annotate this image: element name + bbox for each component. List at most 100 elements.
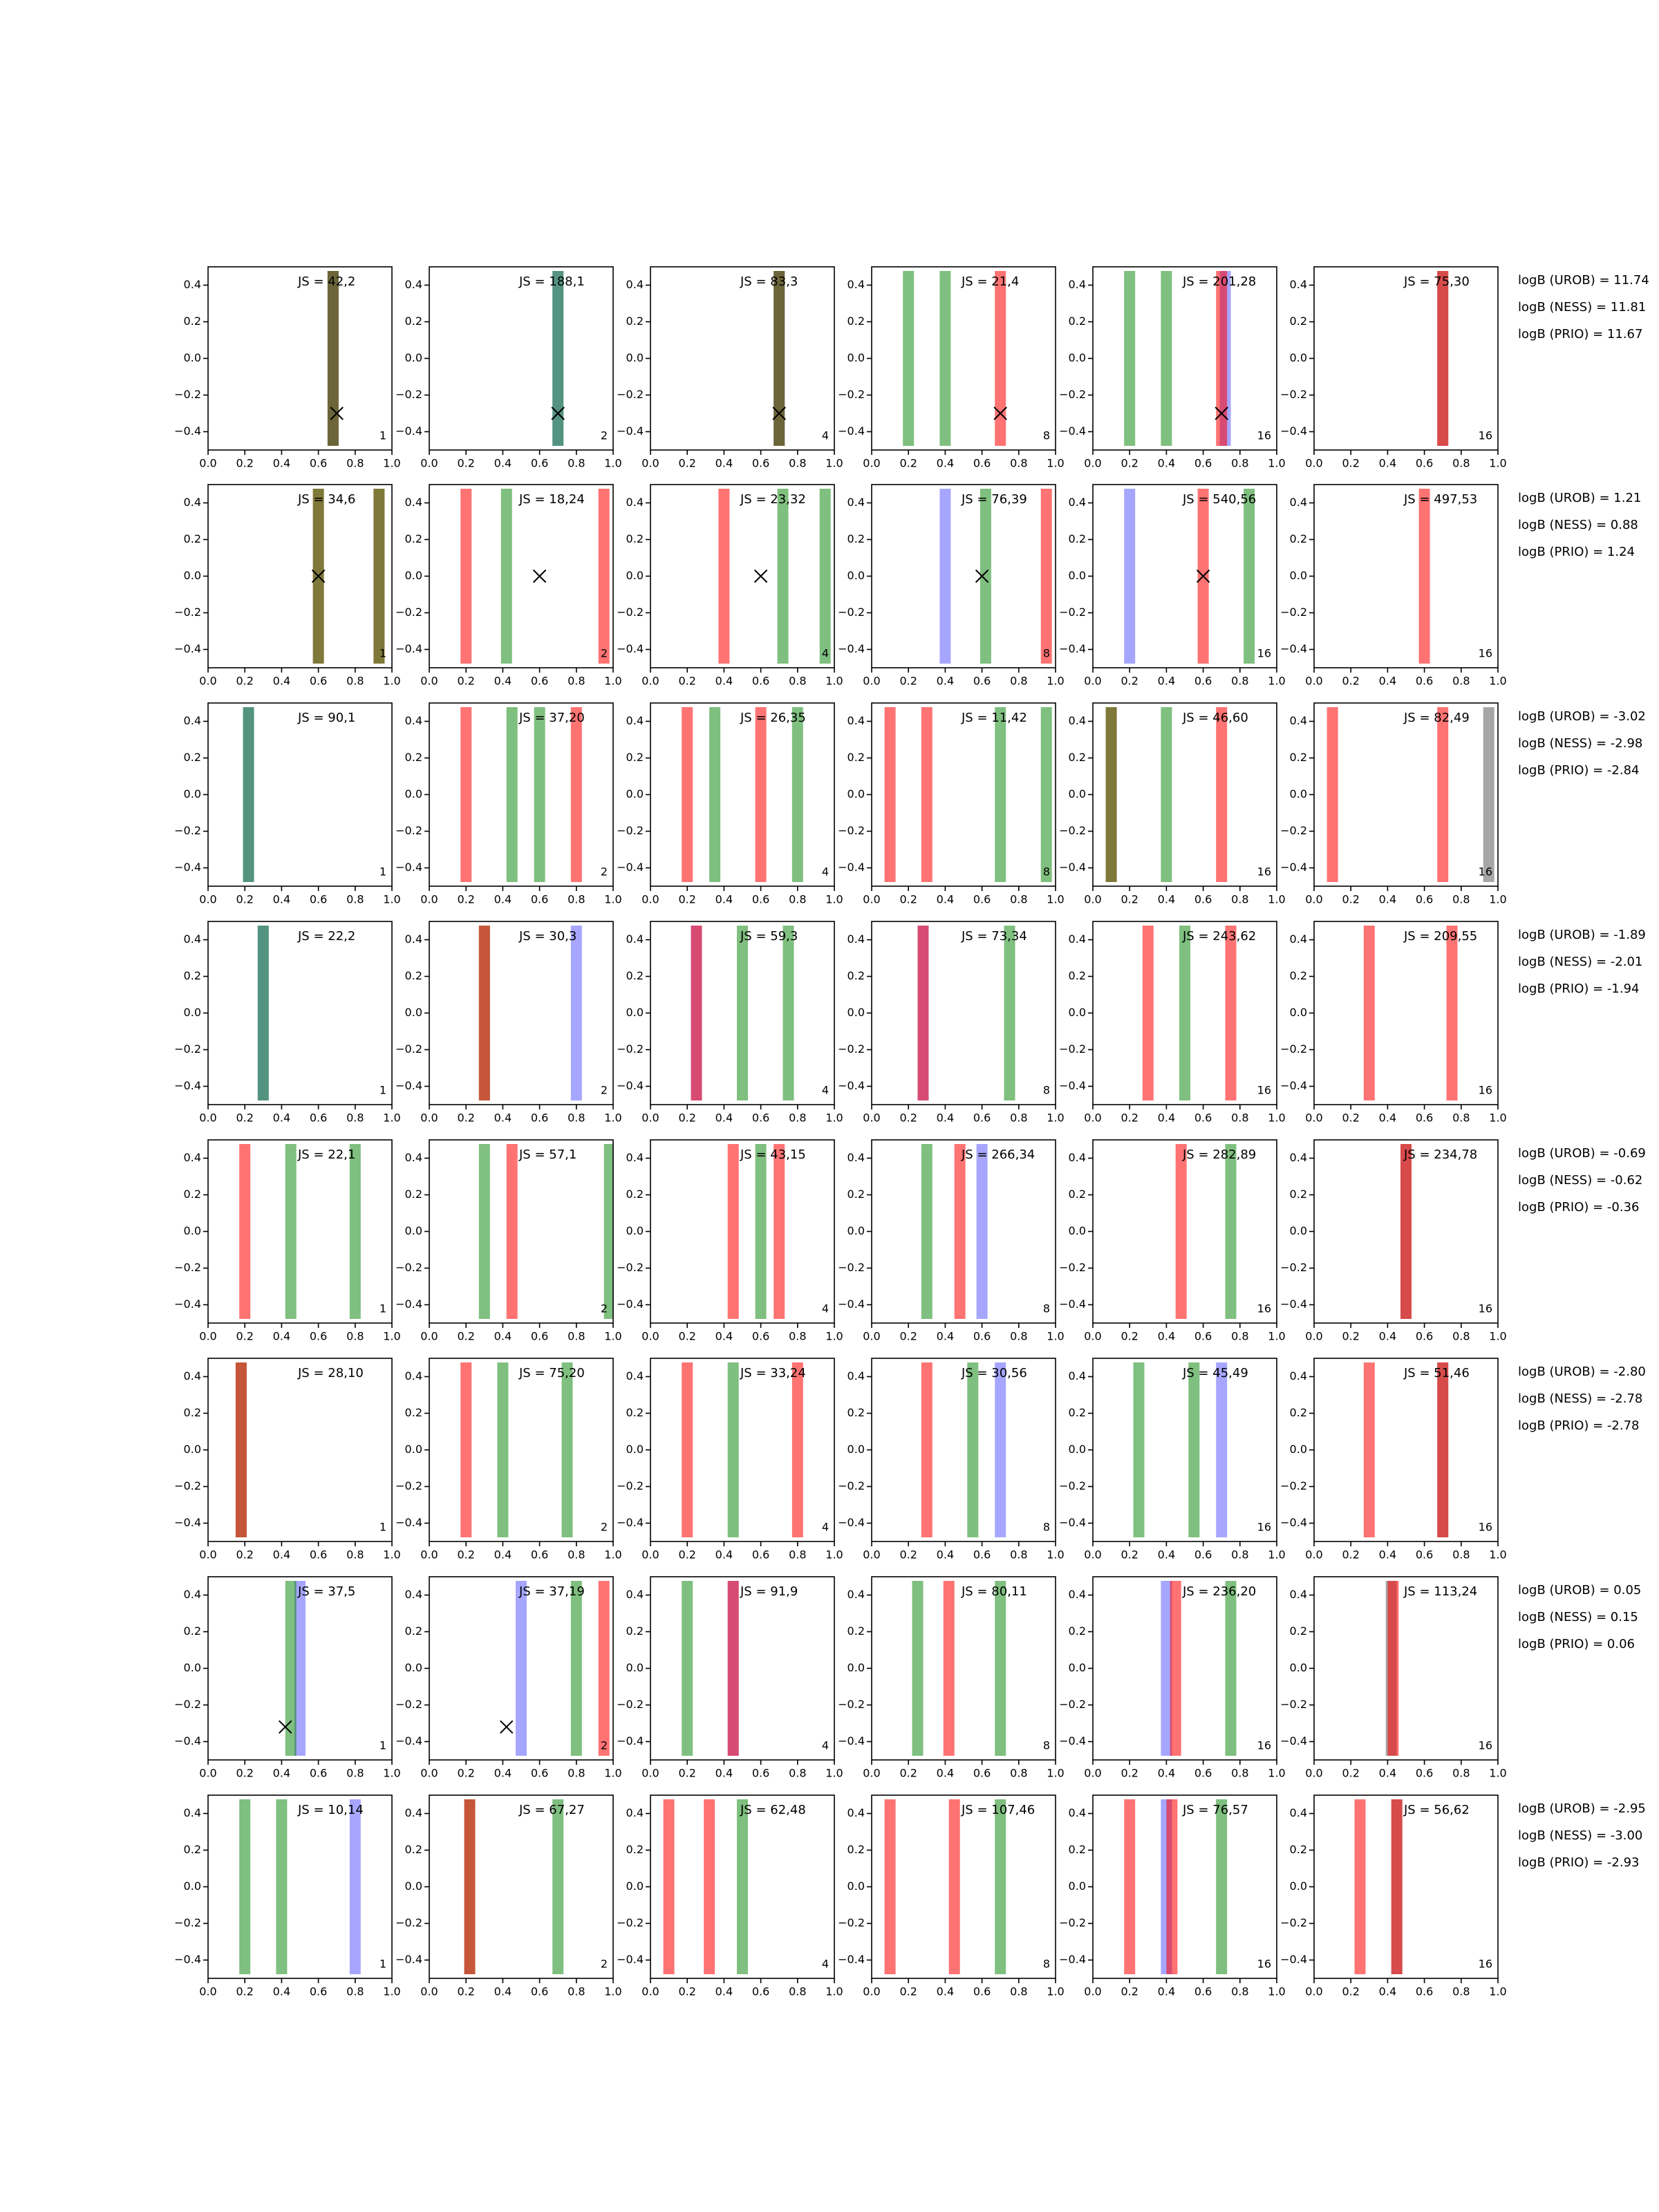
point-cluster: [1216, 271, 1228, 446]
count-label: 1: [379, 1084, 386, 1097]
axes-frame: [1092, 702, 1277, 887]
y-tick-label: 0.0: [405, 351, 422, 364]
y-tick-label: −0.2: [174, 824, 201, 837]
y-tick-label: −0.2: [1059, 606, 1086, 619]
y-tick-label: 0.0: [1290, 787, 1307, 800]
x-tick-label: 0.2: [1121, 1985, 1138, 1998]
point-cluster: [460, 707, 472, 882]
x-tick-label: 0.2: [899, 457, 917, 470]
point-cluster: [1483, 707, 1494, 882]
count-label: 16: [1257, 1084, 1271, 1097]
panel: 0.0 0.2 0.4 0.6 0.8 1.0 −0.4 −0.2 0.0 0.2 0.4 JS = …: [1280, 1139, 1507, 1343]
y-tick-label: 0.0: [626, 1224, 644, 1237]
count-label: 16: [1479, 647, 1492, 660]
panel: 0.0 0.2 0.4 0.6 0.8 1.0 −0.4 −0.2 0.0 0.2 0.4 JS = …: [395, 921, 622, 1125]
y-tick-label: −0.4: [174, 1516, 201, 1529]
x-tick-label: 0.2: [457, 893, 474, 906]
y-tick-label: 0.0: [847, 1661, 865, 1674]
js-label: JS = 107,46: [961, 1803, 1035, 1817]
x-tick-label: 0.8: [1010, 1985, 1027, 1998]
x-tick-label: 0.6: [310, 1767, 327, 1780]
y-tick-label: −0.2: [1280, 1042, 1307, 1056]
x-tick-label: 0.6: [310, 893, 327, 906]
axes-frame: [871, 1358, 1056, 1542]
y-tick-label: 0.4: [847, 1151, 865, 1164]
x-tick-label: 0.4: [937, 1330, 954, 1343]
x-tick-label: 0.8: [1452, 1985, 1470, 1998]
logb-label: logB (PRIO) = -2.78: [1518, 1418, 1640, 1433]
x-tick-label: 0.8: [789, 893, 806, 906]
y-tick-label: 0.4: [626, 1806, 644, 1819]
y-tick-label: 0.0: [1069, 351, 1086, 364]
x-tick-label: 0.2: [678, 1767, 695, 1780]
point-cluster: [1004, 926, 1015, 1100]
js-label: JS = 46,60: [1182, 711, 1248, 725]
panel: 0.0 0.2 0.4 0.6 0.8 1.0 −0.4 −0.2 0.0 0.2 0.4 JS = …: [174, 702, 401, 906]
point-cluster: [552, 1799, 564, 1974]
axes-frame: [650, 1139, 835, 1324]
js-label: JS = 282,89: [1182, 1147, 1256, 1162]
x-tick-label: 0.2: [457, 1767, 474, 1780]
point-cluster: [943, 1581, 955, 1756]
x-tick-label: 0.4: [715, 1112, 733, 1125]
y-tick-label: 0.0: [626, 787, 644, 800]
y-tick-label: −0.2: [395, 1261, 422, 1274]
y-tick-label: −0.2: [838, 1916, 865, 1929]
y-tick-label: 0.4: [1069, 1151, 1086, 1164]
y-tick-label: 0.4: [405, 714, 422, 727]
js-label: JS = 76,57: [1182, 1803, 1248, 1817]
y-tick-label: −0.2: [395, 1698, 422, 1711]
y-tick-label: −0.2: [1059, 1042, 1086, 1056]
count-label: 16: [1257, 865, 1271, 879]
y-tick-label: 0.0: [1069, 1443, 1086, 1456]
x-tick-label: 0.0: [1084, 675, 1101, 688]
x-tick-label: 0.6: [752, 893, 769, 906]
panel: 0.0 0.2 0.4 0.6 0.8 1.0 −0.4 −0.2 0.0 0.2 0.4 JS = …: [617, 484, 843, 688]
js-label: JS = 56,62: [1403, 1803, 1470, 1817]
x-tick-label: 0.8: [346, 1767, 364, 1780]
y-tick-label: 0.2: [405, 315, 422, 328]
point-cluster: [243, 707, 254, 882]
point-cluster: [1400, 1144, 1412, 1319]
point-cluster: [1133, 1362, 1145, 1537]
y-tick-label: 0.0: [847, 1224, 865, 1237]
y-tick-label: 0.4: [847, 1588, 865, 1601]
y-tick-label: 0.0: [405, 1661, 422, 1674]
js-label: JS = 45,49: [1182, 1366, 1248, 1380]
point-cluster: [939, 271, 951, 446]
point-cluster: [570, 707, 582, 882]
x-tick-label: 0.8: [1010, 675, 1027, 688]
x-tick-label: 1.0: [1047, 1112, 1064, 1125]
y-tick-label: 0.2: [847, 1843, 865, 1856]
count-label: 1: [379, 1302, 386, 1315]
js-label: JS = 37,20: [518, 711, 585, 725]
point-cluster: [791, 1362, 803, 1537]
x-tick-label: 0.8: [1452, 1548, 1470, 1562]
point-cluster: [682, 1362, 693, 1537]
point-cluster: [1437, 1362, 1449, 1537]
y-tick-label: −0.4: [617, 1953, 644, 1966]
x-tick-label: 0.6: [752, 1548, 769, 1562]
panel: 0.0 0.2 0.4 0.6 0.8 1.0 −0.4 −0.2 0.0 0.2 0.4 JS = …: [395, 1139, 622, 1343]
x-tick-label: 0.6: [310, 1548, 327, 1562]
true-value-marker: [551, 406, 565, 420]
x-tick-label: 1.0: [1268, 1985, 1285, 1998]
panel: 0.0 0.2 0.4 0.6 0.8 1.0 −0.4 −0.2 0.0 0.2 0.4 JS = …: [838, 921, 1065, 1125]
x-tick-label: 0.0: [420, 1330, 438, 1343]
y-tick-label: −0.4: [1280, 1734, 1307, 1747]
js-label: JS = 22,2: [297, 929, 355, 944]
y-tick-label: 0.2: [1290, 751, 1307, 764]
x-tick-label: 0.0: [863, 1548, 880, 1562]
js-label: JS = 57,1: [518, 1147, 577, 1162]
js-label: JS = 75,20: [518, 1366, 585, 1380]
logb-label: logB (NESS) = 0.15: [1518, 1610, 1638, 1624]
y-tick-label: 0.2: [847, 1406, 865, 1419]
y-tick-label: 0.4: [626, 714, 644, 727]
logb-label: logB (PRIO) = -1.94: [1518, 982, 1640, 996]
x-tick-label: 1.0: [1489, 1330, 1506, 1343]
y-tick-label: 0.0: [405, 1006, 422, 1019]
count-label: 16: [1479, 1739, 1492, 1752]
js-label: JS = 23,32: [740, 492, 806, 507]
x-tick-label: 1.0: [383, 1112, 400, 1125]
y-tick-label: −0.4: [395, 1734, 422, 1747]
